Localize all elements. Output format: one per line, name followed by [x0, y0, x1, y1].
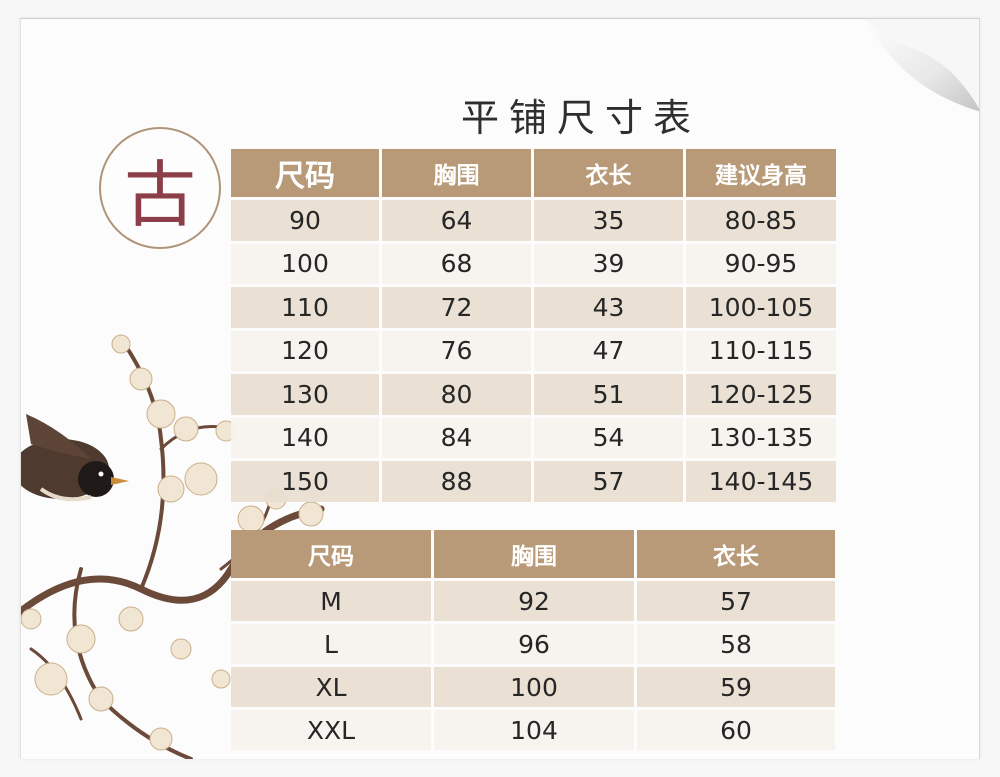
cell-size: 130 [231, 374, 379, 415]
cell-size: L [231, 624, 431, 664]
cell-size: 100 [231, 243, 379, 284]
cell-height: 90-95 [686, 243, 836, 284]
cell-chest: 104 [434, 710, 634, 750]
cell-size: 110 [231, 287, 379, 328]
table-row: 130 80 51 120-125 [231, 374, 836, 415]
cell-size: 140 [231, 417, 379, 458]
header-length: 衣长 [637, 530, 835, 578]
header-chest: 胸围 [434, 530, 634, 578]
cell-size: 150 [231, 461, 379, 502]
header-size: 尺码 [231, 149, 379, 197]
cell-length: 43 [534, 287, 683, 328]
page-title: 平铺尺寸表 [460, 96, 701, 140]
table-row: M 92 57 [231, 581, 835, 621]
table-row: 100 68 39 90-95 [231, 243, 836, 284]
table-header-row: 尺码 胸围 衣长 [231, 530, 835, 578]
cell-chest: 68 [382, 243, 531, 284]
cell-size: 120 [231, 330, 379, 371]
cell-length: 57 [637, 581, 835, 621]
cell-chest: 84 [382, 417, 531, 458]
cell-chest: 72 [382, 287, 531, 328]
cell-height: 120-125 [686, 374, 836, 415]
cell-length: 51 [534, 374, 683, 415]
cell-chest: 96 [434, 624, 634, 664]
cell-size: 90 [231, 200, 379, 241]
cell-height: 130-135 [686, 417, 836, 458]
cell-chest: 76 [382, 330, 531, 371]
header-height: 建议身高 [686, 149, 836, 197]
seal-emblem: 古 [99, 127, 221, 249]
cell-length: 35 [534, 200, 683, 241]
kids-size-table: 尺码 胸围 衣长 建议身高 90 64 35 80-85 100 68 39 9… [228, 146, 839, 505]
table-row: XL 100 59 [231, 667, 835, 707]
table-row: XXL 104 60 [231, 710, 835, 750]
cell-size: XXL [231, 710, 431, 750]
table-row: 120 76 47 110-115 [231, 330, 836, 371]
cell-length: 39 [534, 243, 683, 284]
cell-chest: 92 [434, 581, 634, 621]
cell-length: 58 [637, 624, 835, 664]
cell-length: 59 [637, 667, 835, 707]
table-row: 90 64 35 80-85 [231, 200, 836, 241]
cell-length: 60 [637, 710, 835, 750]
cell-chest: 88 [382, 461, 531, 502]
cell-chest: 80 [382, 374, 531, 415]
cell-length: 54 [534, 417, 683, 458]
cell-chest: 64 [382, 200, 531, 241]
cell-size: M [231, 581, 431, 621]
table-header-row: 尺码 胸围 衣长 建议身高 [231, 149, 836, 197]
cell-height: 100-105 [686, 287, 836, 328]
table-row: 140 84 54 130-135 [231, 417, 836, 458]
page-curl-icon [862, 19, 979, 112]
table-row: L 96 58 [231, 624, 835, 664]
header-chest: 胸围 [382, 149, 531, 197]
cell-length: 57 [534, 461, 683, 502]
seal-character: 古 [123, 152, 196, 237]
cell-length: 47 [534, 330, 683, 371]
cell-chest: 100 [434, 667, 634, 707]
table-row: 150 88 57 140-145 [231, 461, 836, 502]
table-row: 110 72 43 100-105 [231, 287, 836, 328]
size-chart-card: 平铺尺寸表 古 [20, 18, 980, 759]
header-size: 尺码 [231, 530, 431, 578]
cell-height: 110-115 [686, 330, 836, 371]
header-length: 衣长 [534, 149, 683, 197]
cell-height: 80-85 [686, 200, 836, 241]
adult-size-table: 尺码 胸围 衣长 M 92 57 L 96 58 XL 100 59 XXL [228, 527, 838, 753]
cell-height: 140-145 [686, 461, 836, 502]
cell-size: XL [231, 667, 431, 707]
